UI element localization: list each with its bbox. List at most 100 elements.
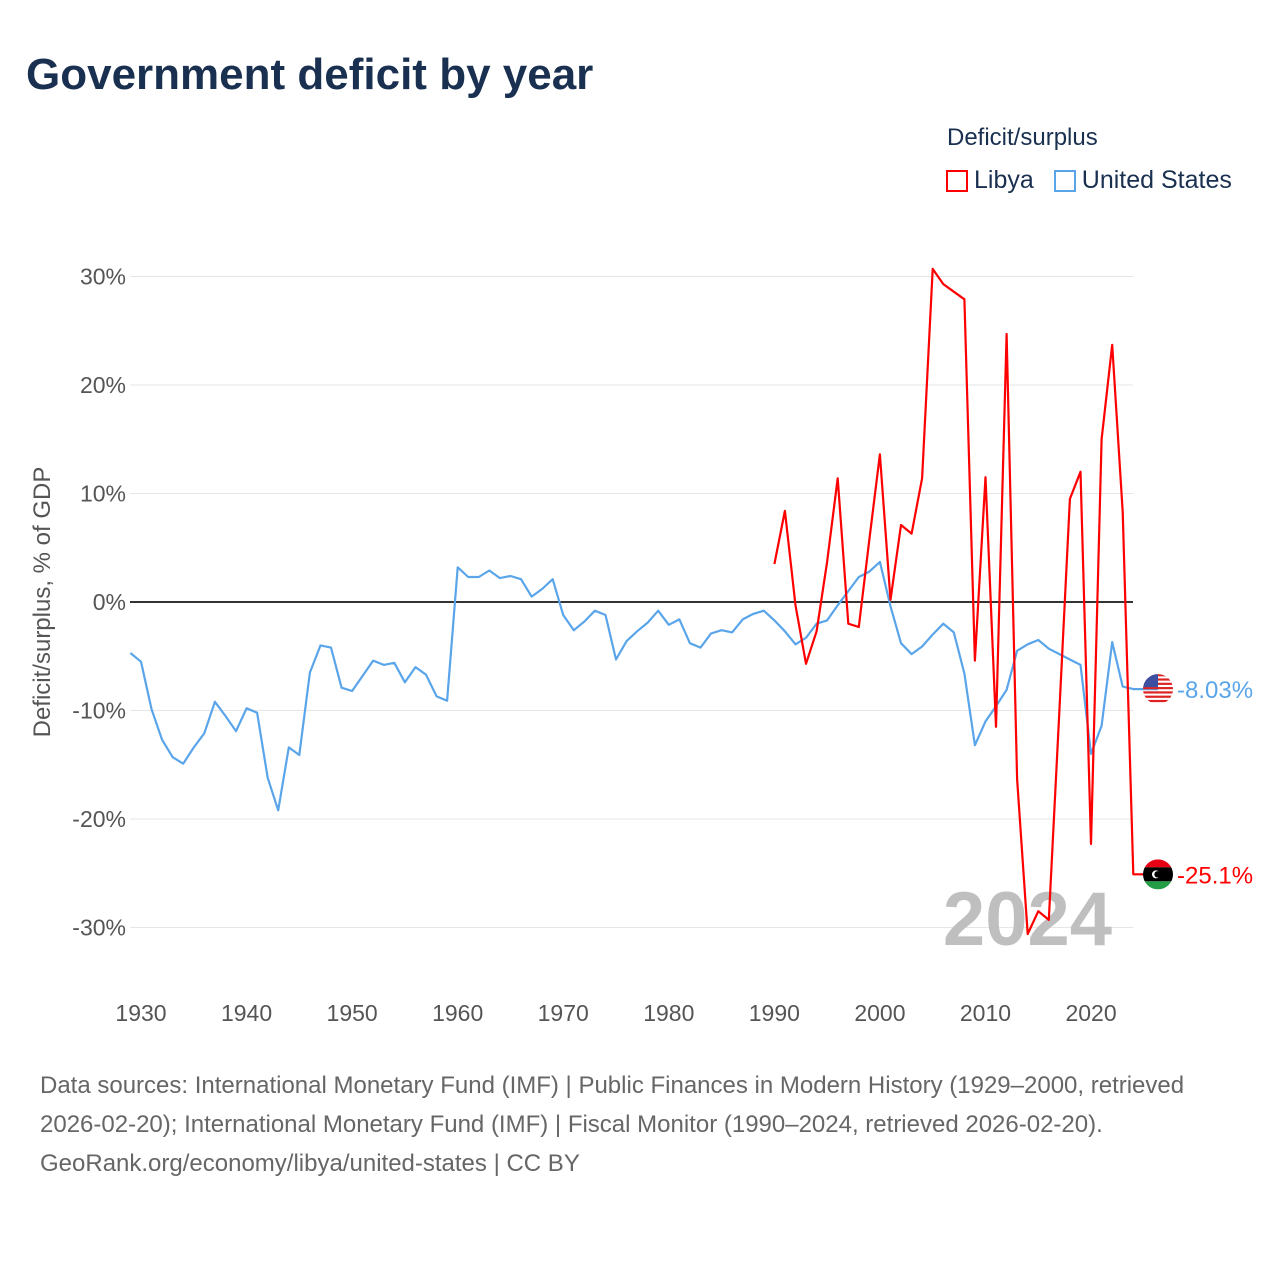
flag-canton <box>1143 674 1158 688</box>
data-point-united-states <box>170 754 176 760</box>
line-chart: 30% 20% 10% 0% -10% -20% -30% 1930 1940 1950 1960 1… <box>29 264 1253 1027</box>
data-point-united-states <box>866 569 872 575</box>
data-point-united-states <box>286 744 292 750</box>
data-point-united-states <box>138 659 144 665</box>
data-point-libya <box>1109 342 1115 348</box>
legend-title: Deficit/surplus <box>947 124 1098 151</box>
flag-stripe <box>1143 881 1173 890</box>
legend-label-libya: Libya <box>974 166 1034 194</box>
data-point-united-states <box>1099 723 1105 729</box>
data-point-united-states <box>624 638 630 644</box>
data-point-united-states <box>1109 639 1115 645</box>
credit-link[interactable]: GeoRank.org/economy/libya/united-states … <box>40 1150 580 1177</box>
data-point-united-states <box>792 641 798 647</box>
series-line-libya <box>773 267 1158 936</box>
data-point-united-states <box>412 664 418 670</box>
data-point-united-states <box>254 710 260 716</box>
data-point-united-states <box>127 650 133 656</box>
data-point-libya <box>909 531 915 537</box>
flag-icon-united-states <box>1143 674 1173 703</box>
data-point-united-states <box>708 630 714 636</box>
data-point-united-states <box>317 642 323 648</box>
footer: Data sources: International Monetary Fun… <box>40 1066 1240 1183</box>
data-point-united-states <box>940 621 946 627</box>
x-tick-label: 1970 <box>538 1000 589 1026</box>
data-point-united-states <box>370 658 376 664</box>
x-tick-label: 1990 <box>749 1000 800 1026</box>
data-point-united-states <box>486 568 492 574</box>
data-point-united-states <box>1004 687 1010 693</box>
data-point-libya <box>961 296 967 302</box>
data-point-united-states <box>676 616 682 622</box>
data-point-united-states <box>391 660 397 666</box>
x-tick-label: 2010 <box>960 1000 1011 1026</box>
data-point-libya <box>803 661 809 667</box>
data-point-united-states <box>539 586 545 592</box>
legend-item-libya[interactable]: Libya <box>946 166 1034 195</box>
data-point-united-states <box>423 672 429 678</box>
y-tick-label: -20% <box>72 806 126 832</box>
data-point-united-states <box>275 807 281 813</box>
data-point-united-states <box>761 608 767 614</box>
data-point-libya <box>1014 776 1020 782</box>
legend-item-united-states[interactable]: United States <box>1053 166 1232 195</box>
data-point-libya <box>982 474 988 480</box>
data-point-united-states <box>465 574 471 580</box>
data-point-united-states <box>349 688 355 694</box>
data-point-united-states <box>560 612 566 618</box>
data-point-libya <box>1130 871 1136 877</box>
data-point-united-states <box>740 616 746 622</box>
data-point-united-states <box>982 718 988 724</box>
data-point-libya <box>1025 931 1031 937</box>
data-point-libya <box>792 602 798 608</box>
data-point-libya <box>866 536 872 542</box>
data-point-united-states <box>750 611 756 617</box>
data-point-united-states <box>159 737 165 743</box>
legend-swatch-libya <box>946 169 968 192</box>
flag-stripe <box>1143 695 1173 698</box>
data-point-united-states <box>307 670 313 676</box>
data-point-united-states <box>1130 686 1136 692</box>
data-point-united-states <box>835 602 841 608</box>
data-point-libya <box>951 289 957 295</box>
data-point-united-states <box>201 730 207 736</box>
data-point-united-states <box>339 685 345 691</box>
data-point-united-states <box>951 629 957 635</box>
data-point-united-states <box>919 643 925 649</box>
data-point-united-states <box>782 628 788 634</box>
flag-stripe <box>1143 687 1173 690</box>
data-point-united-states <box>877 559 883 565</box>
y-tick-label: 10% <box>80 481 126 507</box>
y-tick-label: 30% <box>80 264 126 290</box>
data-point-libya <box>877 451 883 457</box>
data-point-united-states <box>497 575 503 581</box>
data-point-libya <box>782 508 788 514</box>
data-point-united-states <box>719 627 725 633</box>
data-point-libya <box>1046 917 1052 923</box>
y-tick-label: -10% <box>72 698 126 724</box>
data-point-united-states <box>634 628 640 634</box>
data-point-libya <box>1077 469 1083 475</box>
data-point-united-states <box>961 671 967 677</box>
y-tick-label: 20% <box>80 372 126 398</box>
flag-stripe <box>1143 859 1173 868</box>
data-point-libya <box>835 475 841 481</box>
data-point-libya <box>940 281 946 287</box>
end-label-libya: -25.1% <box>1177 862 1253 889</box>
data-point-united-states <box>360 673 366 679</box>
y-tick-label: 0% <box>93 589 126 615</box>
data-point-libya <box>1035 908 1041 914</box>
data-point-united-states <box>1025 641 1031 647</box>
flag-stripe <box>1143 699 1173 703</box>
data-point-libya <box>1004 331 1010 337</box>
data-point-united-states <box>1046 646 1052 652</box>
data-point-united-states <box>244 705 250 711</box>
end-label-united-states: -8.03% <box>1177 677 1253 704</box>
data-point-united-states <box>930 632 936 638</box>
data-point-united-states <box>898 640 904 646</box>
data-point-united-states <box>697 645 703 651</box>
data-point-united-states <box>233 728 239 734</box>
data-point-united-states <box>507 573 513 579</box>
data-point-libya <box>919 475 925 481</box>
x-tick-label: 1960 <box>432 1000 483 1026</box>
